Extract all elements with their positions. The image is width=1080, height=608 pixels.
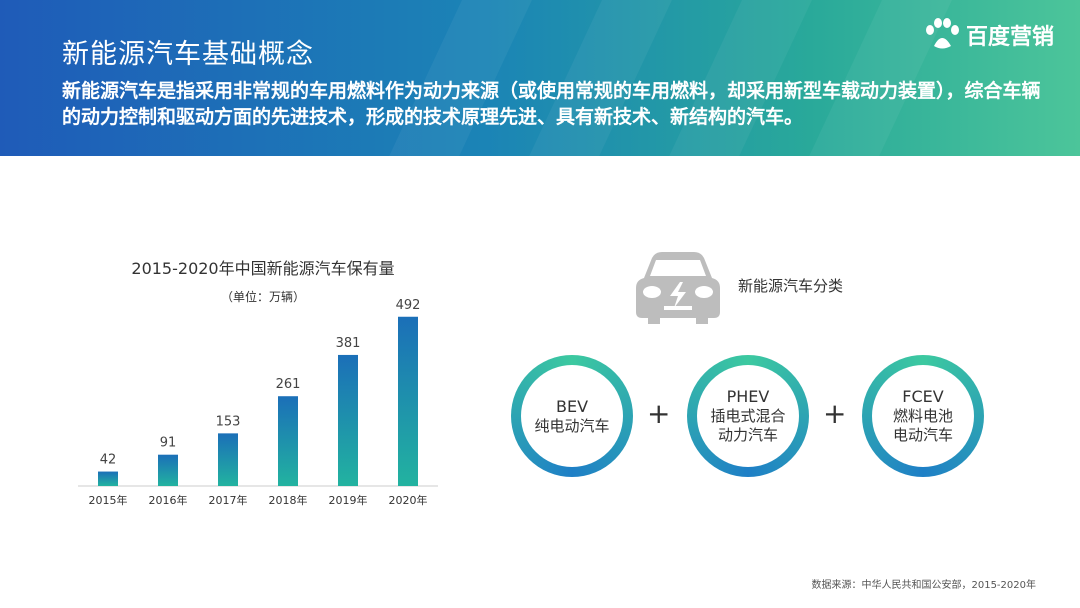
category-label: 2018年 (269, 493, 308, 507)
fcev-abbr: FCEV (902, 387, 944, 406)
bar-3 (278, 396, 298, 486)
classification-title: 新能源汽车分类 (738, 277, 844, 295)
plus-sign: + (647, 397, 671, 430)
bar-0 (98, 471, 118, 486)
plus-sign: + (823, 397, 847, 430)
page-title: 新能源汽车基础概念 (62, 39, 314, 70)
category-label: 2015年 (89, 493, 128, 507)
bar-2 (218, 433, 238, 486)
electric-car-icon (630, 248, 726, 332)
bar-1 (158, 454, 178, 486)
bar-value-label: 42 (100, 453, 117, 468)
bar-value-label: 492 (396, 298, 421, 313)
category-label: 2016年 (149, 493, 188, 507)
intro-text: 新能源汽车是指采用非常规的车用燃料作为动力来源（或使用常规的车用燃料，却采用新型… (62, 80, 1041, 128)
phev-abbr: PHEV (726, 387, 770, 406)
chart-unit: （单位：万辆） (220, 290, 305, 304)
bev-ring: BEV 纯电动汽车 (511, 355, 633, 477)
category-label: 2020年 (389, 493, 428, 507)
fcev-name-line1: 燃料电池 (892, 407, 953, 425)
fcev-ring: FCEV 燃料电池 电动汽车 (862, 355, 984, 477)
paw-icon (925, 18, 959, 49)
brand-logo: 百度营销 (922, 18, 1054, 52)
header-banner: 新能源汽车基础概念 新能源汽车是指采用非常规的车用燃料作为动力来源（或使用常规的… (0, 0, 1080, 156)
fcev-name-line2: 电动汽车 (892, 426, 953, 444)
phev-name-line2: 动力汽车 (717, 426, 778, 444)
data-source: 数据来源：中华人民共和国公安部，2015-2020年 (811, 580, 1036, 591)
bar-5 (398, 316, 418, 486)
category-label: 2019年 (329, 493, 368, 507)
bar-value-label: 153 (216, 414, 241, 429)
bar-value-label: 381 (336, 336, 361, 351)
bar-4 (338, 354, 358, 486)
bev-abbr: BEV (555, 396, 589, 416)
category-label: 2017年 (209, 493, 248, 507)
phev-name-line1: 插电式混合 (710, 407, 786, 425)
bev-name: 纯电动汽车 (534, 416, 610, 435)
brand-name: 百度营销 (965, 25, 1054, 50)
phev-ring: PHEV 插电式混合 动力汽车 (687, 355, 809, 477)
bar-value-label: 261 (276, 377, 301, 392)
chart-title: 2015-2020年中国新能源汽车保有量 (131, 259, 395, 278)
bar-value-label: 91 (160, 436, 177, 451)
